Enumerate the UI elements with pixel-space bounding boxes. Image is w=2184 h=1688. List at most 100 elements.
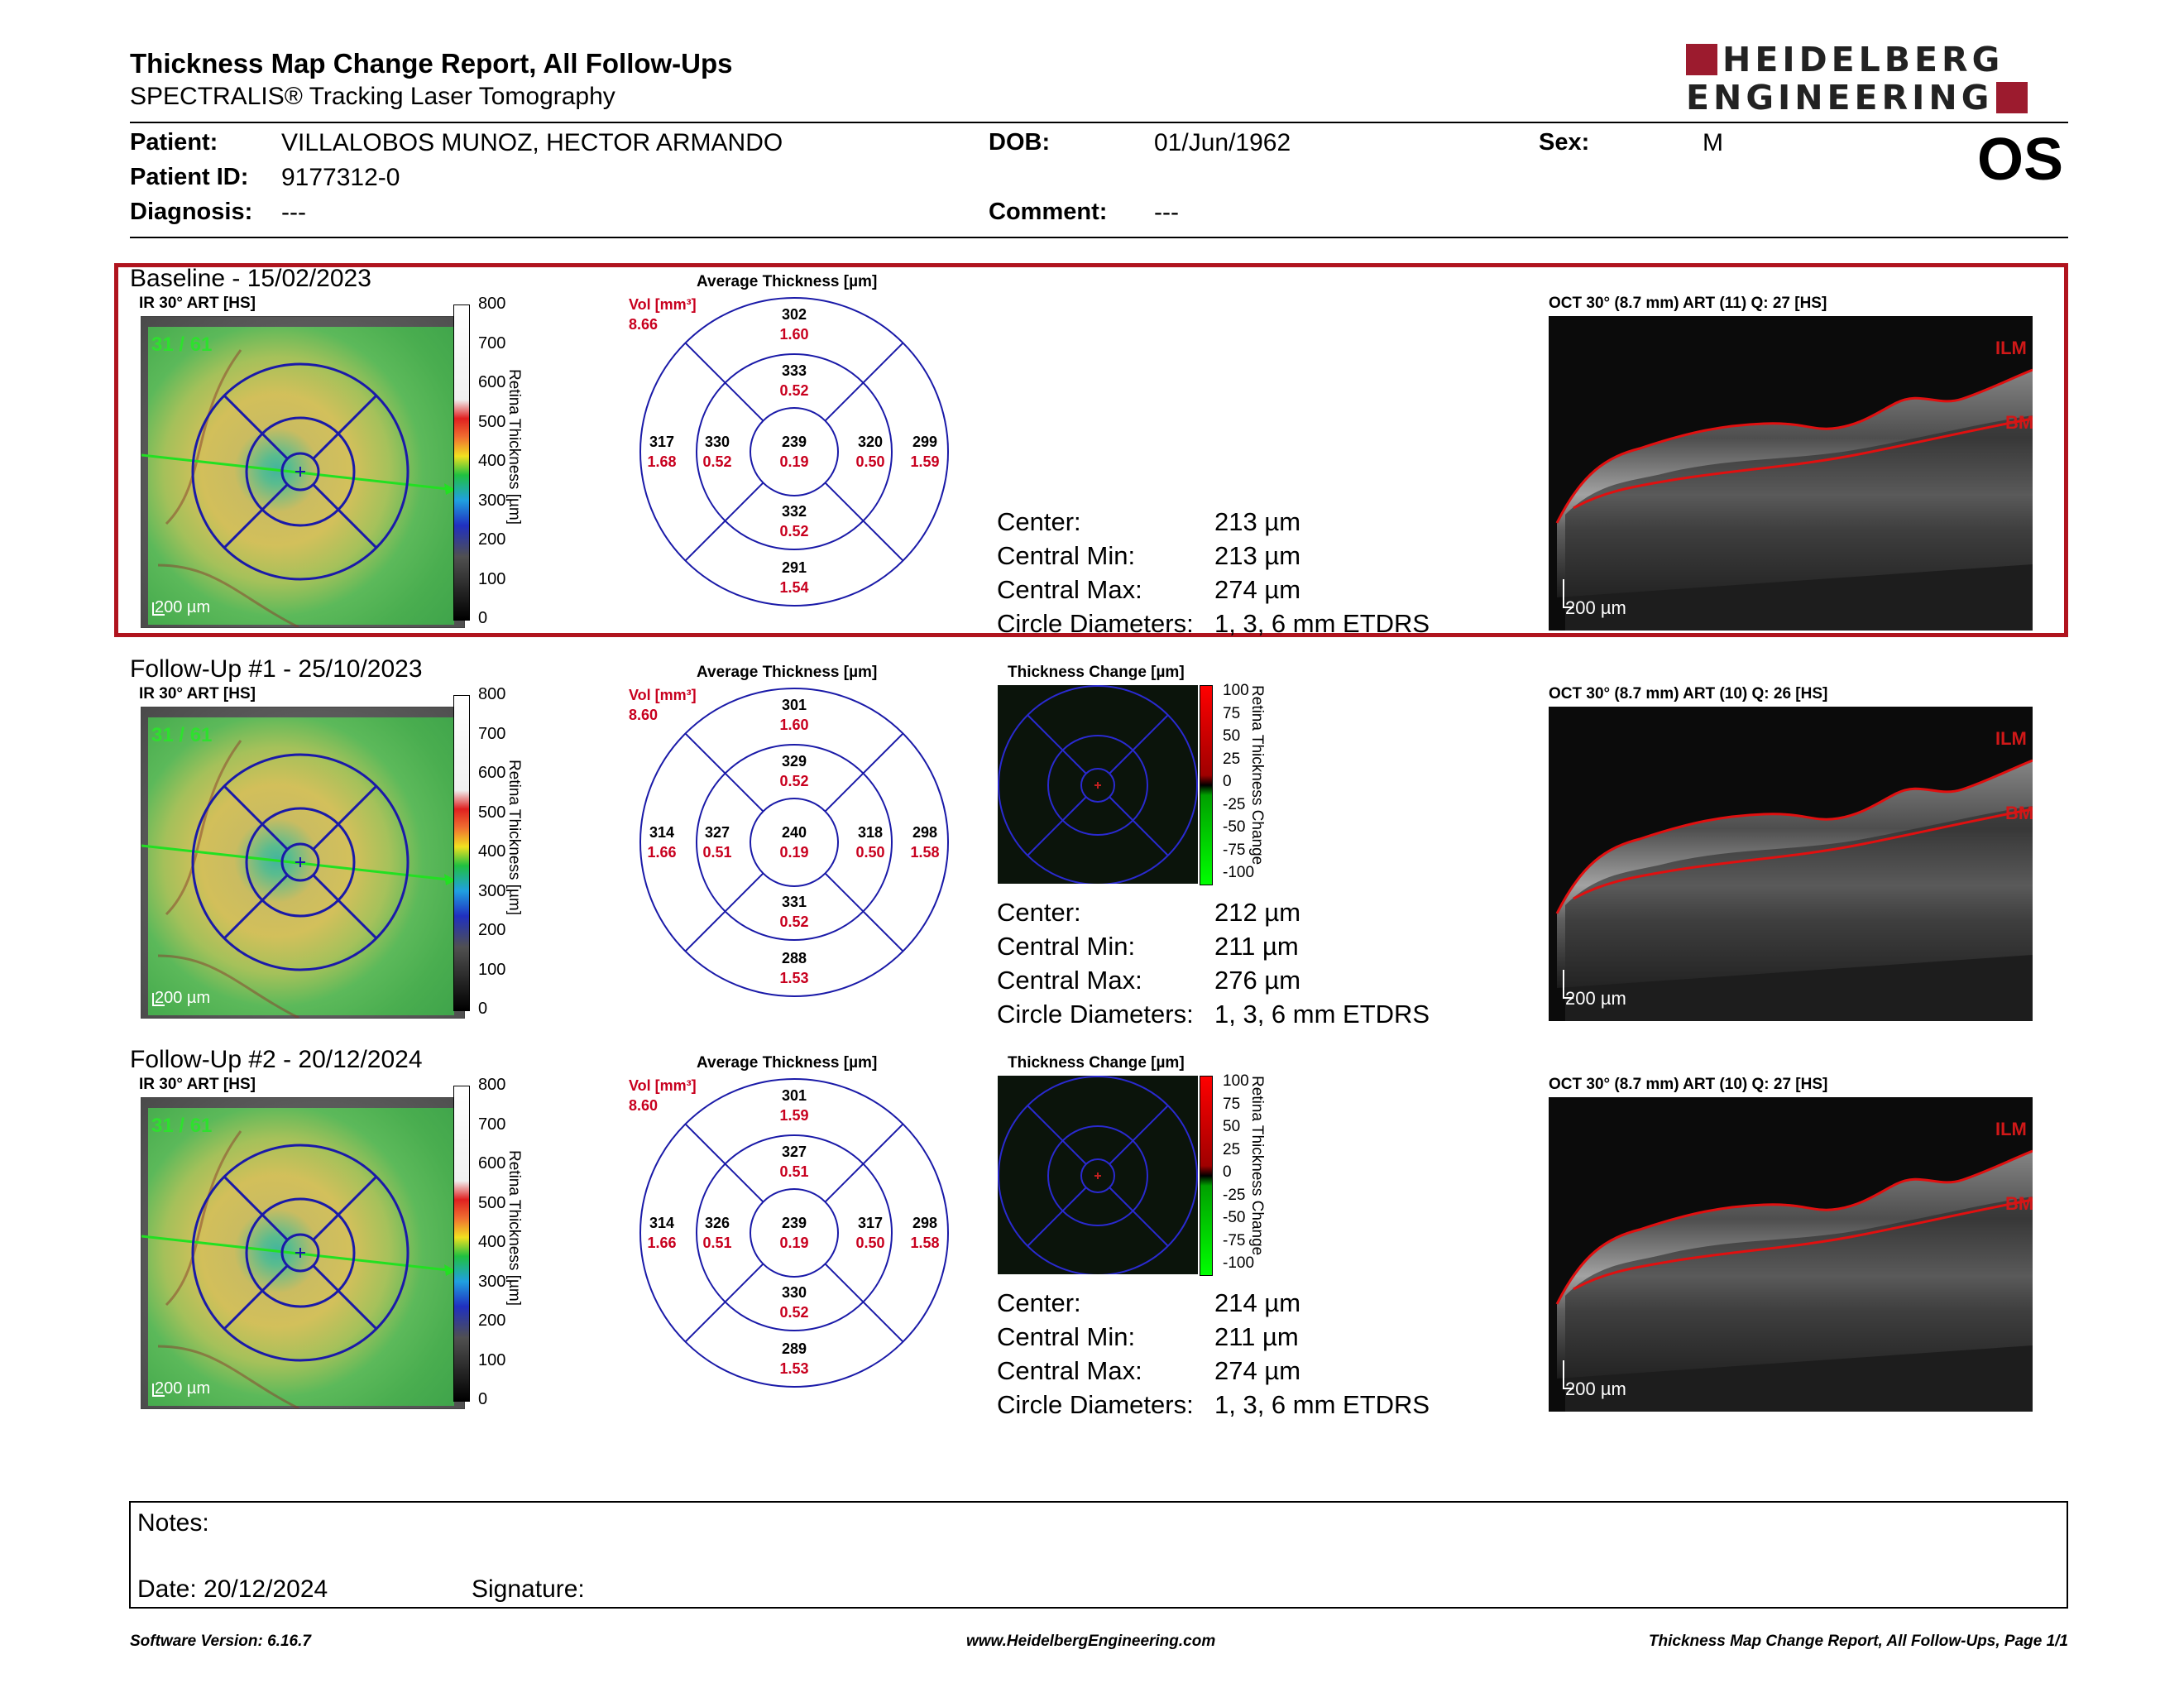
change-colorbar-tick: 50 (1223, 1118, 1241, 1135)
sector-volume: 0.52 (702, 453, 732, 470)
diagnosis-value: --- (281, 199, 306, 226)
change-grid-overlay (998, 1076, 1198, 1274)
ir-label: IR 30° ART [HS] (139, 685, 256, 703)
colorbar-axis-label: Retina Thickness [µm] (505, 369, 523, 525)
etdrs-grid-overlay (141, 1130, 457, 1408)
bm-label: BM (2005, 803, 2033, 823)
sector-thickness: 314 (649, 1215, 675, 1231)
scale-bar-label: 200 µm (155, 989, 211, 1007)
stat-label: Central Max: (997, 1356, 1142, 1385)
volume-unit: Vol [mm³] (629, 1077, 697, 1094)
ir-fundus-image: 31 / 61 200 µm (141, 316, 465, 628)
logo-square-icon (1686, 44, 1717, 75)
sector-thickness: 327 (704, 824, 730, 841)
notes-box: Notes: Date: 20/12/2024 Signature: (129, 1501, 2068, 1609)
sex-value: M (1703, 129, 1723, 156)
page-info: Thickness Map Change Report, All Follow-… (1648, 1633, 2068, 1650)
colorbar-tick: 100 (478, 569, 506, 588)
sector-volume: 0.50 (855, 453, 885, 470)
notes-date: Date: 20/12/2024 (137, 1575, 328, 1603)
sector-volume: 1.60 (779, 717, 809, 733)
website-link[interactable]: www.HeidelbergEngineering.com (966, 1633, 1216, 1650)
sector-thickness: 320 (857, 434, 884, 450)
sector-thickness: 331 (781, 894, 807, 910)
ir-label: IR 30° ART [HS] (139, 295, 256, 312)
colorbar-tick: 0 (478, 609, 488, 627)
colorbar-tick: 700 (478, 724, 506, 743)
sector-outer-inf: 291 1.54 (761, 558, 827, 597)
sector-thickness: 330 (781, 1284, 807, 1301)
colorbar-tick: 600 (478, 1154, 506, 1172)
colorbar-tick: 500 (478, 1193, 506, 1212)
sector-volume: 0.52 (779, 914, 809, 930)
change-colorbar-tick: 100 (1223, 1072, 1249, 1090)
volume-total: 8.60 (629, 1097, 659, 1114)
thickness-colorbar (453, 695, 470, 1011)
colorbar-tick: 300 (478, 1272, 506, 1291)
colorbar-tick: 600 (478, 764, 506, 782)
sector-center: 240 0.19 (761, 822, 827, 862)
sector-thickness: 301 (781, 697, 807, 713)
report-title: Thickness Map Change Report, All Follow-… (130, 48, 733, 79)
bm-label: BM (2005, 1193, 2033, 1214)
volume-total: 8.66 (629, 316, 659, 333)
change-colorbar-axis-label: Retina Thickness Change (1248, 1076, 1266, 1256)
colorbar-tick: 700 (478, 1115, 506, 1134)
oct-bscan-image: ILM BM 200 µm (1549, 707, 2033, 1021)
etdrs-sector-chart (639, 297, 949, 607)
change-colorbar-tick: -50 (1223, 1209, 1246, 1226)
sector-outer-temp: 314 1.66 (629, 822, 695, 862)
sector-inner-inf: 330 0.52 (761, 1283, 827, 1322)
sector-outer-inf: 289 1.53 (761, 1339, 827, 1379)
patient-name: VILLALOBOS MUNOZ, HECTOR ARMANDO (281, 129, 783, 156)
comment-value: --- (1154, 199, 1179, 226)
sector-thickness: 314 (649, 824, 675, 841)
eye-side: OS (1977, 127, 2064, 193)
sector-thickness: 239 (781, 434, 807, 450)
stat-center: 213 µm (1214, 507, 1301, 536)
sector-thickness: 288 (781, 950, 807, 966)
change-colorbar-tick: 0 (1223, 1163, 1232, 1181)
sector-thickness: 327 (781, 1144, 807, 1160)
sector-volume: 0.52 (779, 1304, 809, 1321)
sector-inner-temp: 326 0.51 (684, 1213, 750, 1253)
change-colorbar-tick: -75 (1223, 1231, 1246, 1249)
logo-square-icon (1996, 82, 2028, 113)
sector-thickness: 302 (781, 306, 807, 323)
sector-thickness: 329 (781, 753, 807, 770)
sector-volume: 0.50 (855, 844, 885, 861)
patient-label: Patient: (130, 129, 218, 156)
software-version: Software Version: 6.16.7 (130, 1633, 311, 1650)
oct-bscan-image: ILM BM 200 µm (1549, 316, 2033, 631)
etdrs-sector-chart (639, 688, 949, 997)
dob-label: DOB: (989, 129, 1051, 156)
stat-label: Central Max: (997, 575, 1142, 604)
sector-thickness: 333 (781, 362, 807, 379)
sector-volume: 1.59 (779, 1107, 809, 1124)
sector-inner-nasal: 320 0.50 (837, 432, 903, 472)
volume-total: 8.60 (629, 707, 659, 723)
comment-label: Comment: (989, 199, 1108, 225)
stat-label: Central Min: (997, 1322, 1136, 1351)
change-colorbar (1200, 1076, 1213, 1276)
sector-volume: 1.54 (779, 579, 809, 596)
thickness-change-map (998, 1076, 1198, 1274)
sector-thickness: 317 (649, 434, 675, 450)
colorbar-tick: 500 (478, 412, 506, 431)
colorbar-tick: 200 (478, 1312, 506, 1330)
stat-label: Central Min: (997, 541, 1136, 570)
thickness-change-title: Thickness Change [µm] (1008, 664, 1185, 681)
stat-label: Center: (997, 507, 1081, 536)
stat-central-max: 276 µm (1214, 966, 1301, 995)
thickness-colorbar (453, 305, 470, 621)
sector-thickness: 299 (912, 434, 938, 450)
ilm-label: ILM (1995, 338, 2027, 358)
sector-outer-temp: 314 1.66 (629, 1213, 695, 1253)
colorbar-tick: 400 (478, 452, 506, 470)
exam-title: Follow-Up #1 - 25/10/2023 (130, 655, 423, 683)
sector-volume: 0.51 (702, 844, 732, 861)
change-colorbar-tick: -100 (1223, 864, 1255, 881)
change-colorbar-tick: 25 (1223, 1140, 1241, 1158)
sector-volume: 0.19 (779, 453, 809, 470)
colorbar-tick: 700 (478, 333, 506, 352)
